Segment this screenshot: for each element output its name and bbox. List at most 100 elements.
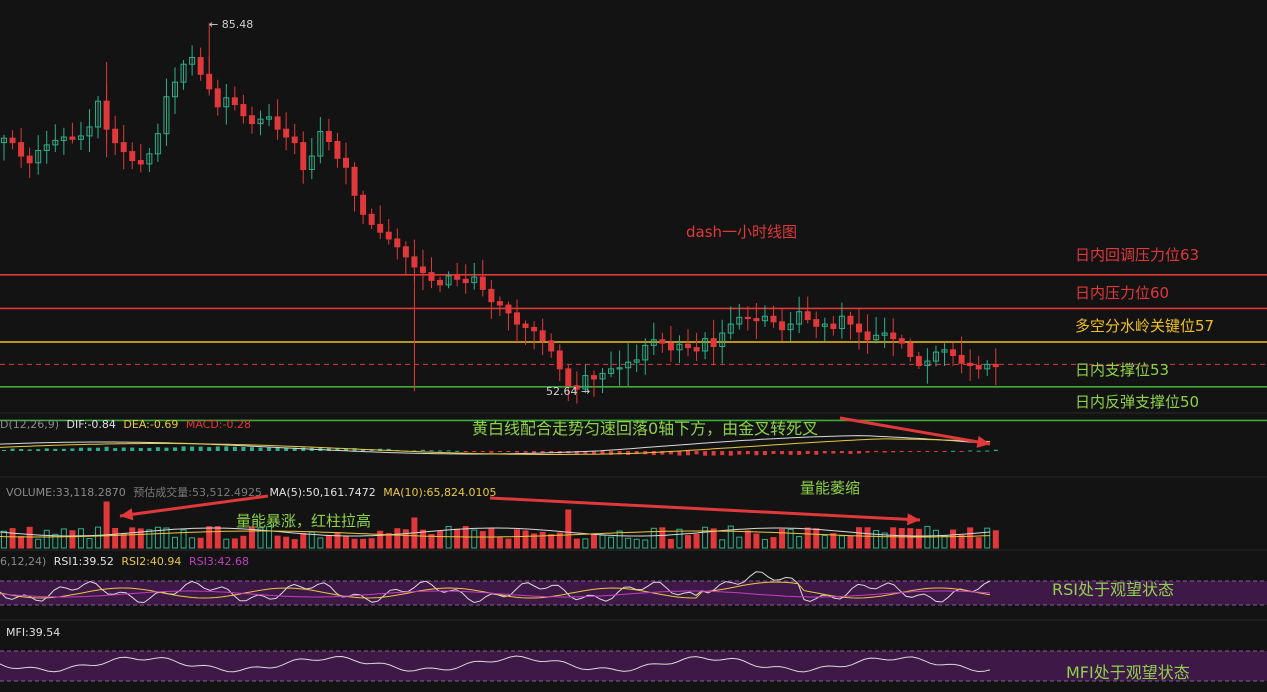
volume-bar	[522, 530, 529, 549]
candle-body	[898, 338, 905, 344]
volume-bar	[847, 535, 854, 549]
candle-body	[394, 238, 401, 248]
candle-body	[625, 361, 632, 369]
volume-bar	[488, 528, 495, 549]
volume-bar	[291, 539, 298, 549]
volume-arrow-right	[489, 496, 921, 522]
volume-ma10-line	[0, 530, 991, 538]
volume-bar	[898, 528, 905, 549]
candle-body	[351, 166, 358, 196]
low-price-marker: 52.64 →	[546, 385, 591, 398]
macd-histogram-bar	[241, 446, 246, 451]
volume-bar	[445, 525, 452, 549]
volume-ma10: MA(10):65,824.0105	[383, 486, 497, 499]
macd-histogram-bar	[686, 451, 690, 456]
volume-bar	[719, 539, 726, 549]
macd-histogram-bar	[600, 451, 605, 455]
macd-histogram-bar	[540, 451, 545, 454]
candle-body	[343, 157, 349, 168]
macd-histogram-bar	[455, 450, 460, 452]
candle-body	[385, 231, 392, 240]
candle-body	[864, 331, 871, 341]
candle-body	[9, 137, 16, 144]
macd-histogram-bar	[121, 447, 126, 451]
candle-body	[556, 350, 563, 370]
volume-bar	[317, 537, 324, 549]
rsi2-value: RSI2:40.94	[121, 555, 182, 568]
volume-bar	[890, 527, 897, 549]
volume-bar	[599, 534, 606, 549]
candle-body	[633, 359, 640, 363]
candle-body	[753, 317, 760, 322]
volume-bar	[163, 527, 170, 549]
volume-bar	[727, 525, 734, 549]
macd-histogram-bar	[53, 448, 58, 451]
volume-bar	[428, 534, 435, 549]
candle-body	[659, 339, 666, 344]
macd-histogram-bar	[908, 451, 913, 452]
candle-body	[650, 339, 657, 346]
candle-body	[770, 315, 777, 323]
macd-histogram-bar	[36, 449, 41, 451]
candle-body	[727, 323, 734, 334]
macd-histogram-bar	[2, 449, 6, 451]
volume-bar	[437, 530, 444, 549]
volume-bar	[402, 529, 409, 549]
macd-histogram-bar	[617, 451, 622, 455]
candle-body	[223, 97, 230, 108]
macd-histogram-bar	[224, 446, 229, 451]
volume-bar	[103, 501, 110, 549]
candle-body	[924, 360, 931, 367]
candle-body	[60, 136, 67, 141]
volume-bar	[992, 530, 999, 549]
macd-histogram-bar	[762, 451, 767, 456]
volume-bar	[941, 535, 948, 549]
macd-histogram-bar	[822, 451, 827, 454]
macd-histogram-bar	[352, 448, 357, 451]
macd-histogram-bar	[472, 451, 477, 453]
candle-body	[334, 141, 341, 159]
macd-histogram-bar	[532, 451, 537, 454]
candle-body	[402, 246, 409, 258]
volume-bar	[471, 529, 478, 549]
candle-body	[873, 334, 880, 341]
candle-body	[967, 362, 974, 367]
macd-histogram-bar	[857, 451, 861, 454]
volume-bar	[112, 527, 119, 549]
volume-bar	[248, 526, 255, 549]
volume-bar	[240, 535, 247, 549]
volume-bar	[770, 537, 777, 549]
volume-ma5: MA(5):50,161.7472	[269, 486, 376, 499]
macd-histogram-bar	[993, 449, 998, 451]
macd-histogram-bar	[215, 446, 220, 451]
volume-bar	[120, 533, 127, 549]
volume-bar	[625, 537, 632, 549]
candle-body	[462, 278, 469, 284]
macd-histogram-bar	[267, 447, 272, 451]
volume-bar	[907, 528, 914, 549]
candle-body	[531, 326, 538, 332]
level-label-53: 日内支撑位53	[1075, 361, 1170, 379]
volume-bar	[915, 528, 922, 549]
macd-histogram-bar	[814, 451, 819, 455]
volume-bar	[60, 528, 67, 549]
volume-bar	[539, 531, 546, 549]
macd-histogram-bar	[771, 451, 776, 454]
volume-bar	[984, 527, 991, 549]
macd-histogram-bar	[549, 451, 554, 453]
macd-histogram-bar	[480, 451, 485, 452]
volume-bar	[565, 509, 572, 549]
candle-body	[411, 256, 418, 268]
candle-body	[582, 375, 589, 390]
macd-histogram-bar	[429, 450, 434, 452]
candle-body	[291, 136, 298, 144]
volume-bar	[608, 536, 615, 549]
macd-histogram-bar	[959, 451, 964, 452]
candle-body	[428, 272, 435, 281]
macd-histogram-bar	[138, 447, 143, 451]
macd-histogram-bar	[446, 450, 451, 452]
volume-bar	[548, 534, 555, 549]
candle-body	[830, 323, 837, 330]
candle-body	[283, 128, 290, 138]
